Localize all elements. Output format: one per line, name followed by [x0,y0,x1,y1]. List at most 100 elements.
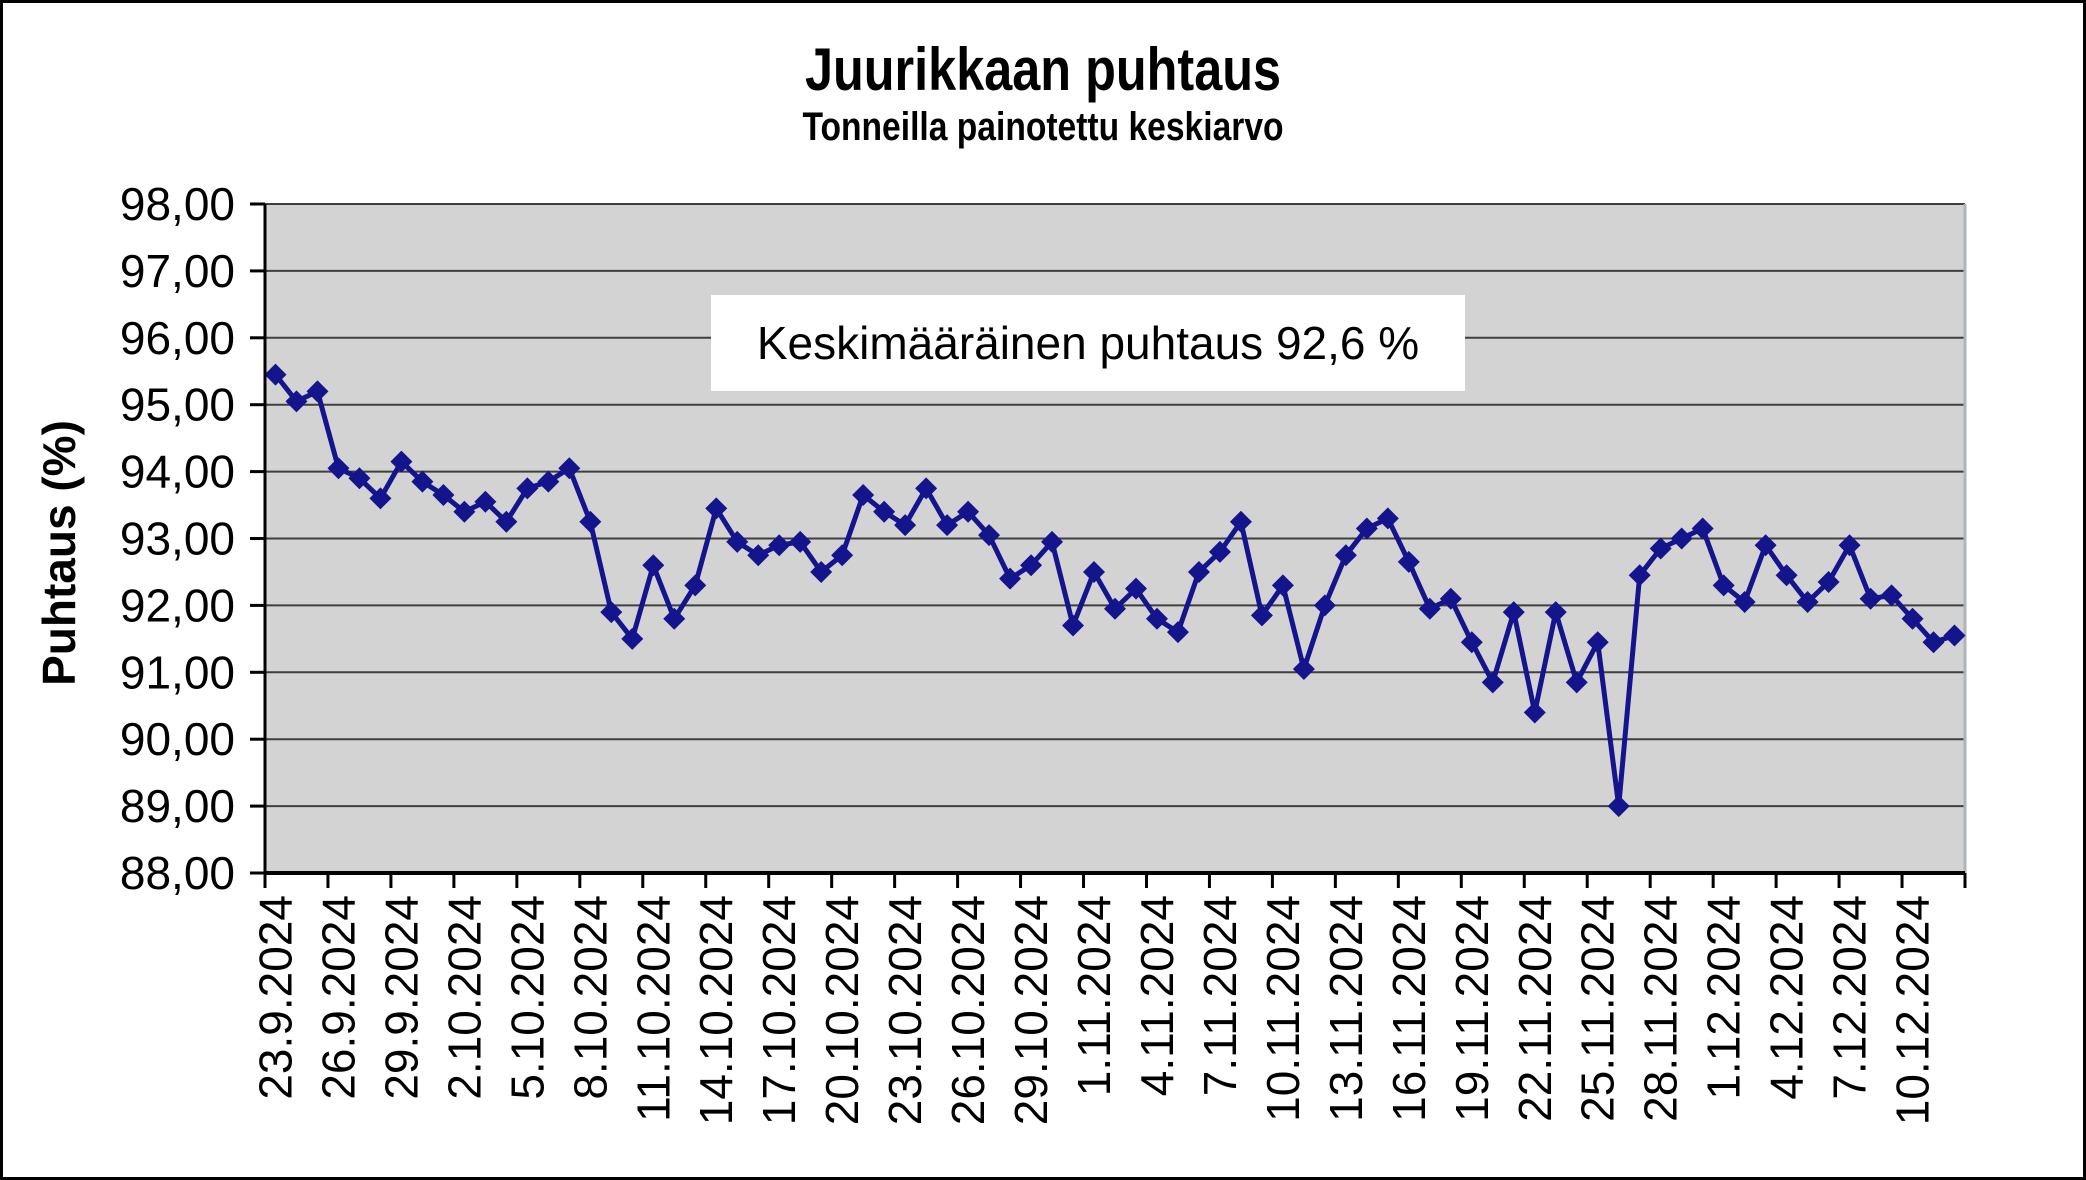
data-point-marker [1334,544,1357,567]
data-point-marker [663,607,686,630]
data-point-marker [1229,510,1252,533]
data-point-marker [474,490,497,513]
x-tick-label: 1.11.2024 [1068,895,1120,1096]
data-point-marker [810,560,833,583]
data-point-marker [1649,537,1672,560]
x-tick-label: 28.11.2024 [1635,895,1687,1122]
x-tick-label: 25.11.2024 [1572,895,1624,1122]
x-tick-label: 29.10.2024 [1005,895,1057,1125]
x-tick-label: 1.12.2024 [1698,895,1750,1100]
data-point-marker [1376,507,1399,530]
y-tick-label: 96,00 [120,312,235,364]
data-point-marker [789,530,812,553]
x-tick-label: 26.9.2024 [312,895,364,1100]
y-tick-label: 97,00 [120,245,235,297]
y-tick-label: 89,00 [120,780,235,832]
data-point-marker [894,514,917,537]
x-tick-label: 2.10.2024 [438,895,490,1100]
data-point-marker [390,450,413,473]
data-point-marker [684,574,707,597]
x-tick-label: 13.11.2024 [1320,895,1372,1122]
data-point-marker [768,534,791,557]
data-point-marker [642,554,665,577]
data-point-marker [1292,657,1315,680]
y-tick-label: 98,00 [120,178,235,230]
data-point-marker [621,627,644,650]
data-point-marker [1670,527,1693,550]
data-point-marker [1775,564,1798,587]
data-point-marker [1124,577,1147,600]
y-tick-label: 93,00 [120,513,235,565]
data-point-marker [600,601,623,624]
data-point-marker [1020,554,1043,577]
data-point-marker [516,477,539,500]
data-point-marker [369,487,392,510]
data-point-marker [1544,601,1567,624]
data-point-marker [1607,795,1630,818]
data-point-marker [285,390,308,413]
data-point-marker [1901,607,1924,630]
data-point-marker [915,477,938,500]
data-point-marker [978,524,1001,547]
data-point-marker [327,457,350,480]
data-point-marker [1733,591,1756,614]
data-point-marker [999,567,1022,590]
data-point-marker [1187,560,1210,583]
x-tick-label: 4.12.2024 [1761,895,1813,1100]
line-plot: 98,00 97,00 96,00 95,00 94,00 93,00 92,00 91,00… [120,178,1967,1125]
x-tick-label: 7.11.2024 [1194,895,1246,1096]
x-tick-label: 4.11.2024 [1131,895,1183,1096]
data-point-marker [579,510,602,533]
data-point-marker [1460,631,1483,654]
data-point-marker [1880,584,1903,607]
data-point-marker [1145,607,1168,630]
y-tick-label: 92,00 [120,579,235,631]
data-point-marker [1166,621,1189,644]
data-point-marker [411,470,434,493]
data-point-marker [1355,517,1378,540]
data-point-marker [1628,564,1651,587]
y-tick-label: 88,00 [120,847,235,899]
data-point-marker [1397,550,1420,573]
data-point-marker [873,500,896,523]
x-tick-label: 20.10.2024 [816,895,868,1125]
data-point-marker [957,500,980,523]
x-tick-label: 7.12.2024 [1824,895,1876,1100]
x-tick-label: 10.12.2024 [1887,895,1939,1125]
y-tick-label: 90,00 [120,713,235,765]
x-tick-label: 23.10.2024 [879,895,931,1125]
data-point-marker [264,363,287,386]
data-point-marker [453,500,476,523]
data-point-marker [1712,574,1735,597]
y-tick-label: 94,00 [120,446,235,498]
data-point-marker [432,484,455,507]
data-point-marker [1922,631,1945,654]
data-point-marker [1271,574,1294,597]
data-point-marker [747,544,770,567]
x-tick-label: 26.10.2024 [942,895,994,1125]
x-tick-label: 22.11.2024 [1509,895,1561,1122]
data-point-marker [306,380,329,403]
data-point-marker [495,510,518,533]
data-point-marker [1502,601,1525,624]
data-point-marker [1083,560,1106,583]
data-point-marker [1418,597,1441,620]
data-point-marker [1943,624,1966,647]
x-tick-label: 8.10.2024 [564,895,616,1100]
data-point-marker [1754,534,1777,557]
x-tick-label: 19.11.2024 [1446,895,1498,1122]
data-point-marker [1062,614,1085,637]
x-tick-label: 14.10.2024 [690,895,742,1125]
data-point-marker [1796,591,1819,614]
data-point-marker [1838,534,1861,557]
data-point-marker [1208,540,1231,563]
x-tick-label: 16.11.2024 [1383,895,1435,1122]
data-point-marker [831,544,854,567]
data-point-marker [1817,570,1840,593]
average-purity-annotation: Keskimääräinen puhtaus 92,6 % [711,295,1465,391]
data-point-marker [726,530,749,553]
x-tick-label: 17.10.2024 [753,895,805,1125]
data-point-marker [936,514,959,537]
data-point-marker [537,470,560,493]
chart-subtitle: Tonneilla painotettu keskiarvo [802,105,1284,149]
